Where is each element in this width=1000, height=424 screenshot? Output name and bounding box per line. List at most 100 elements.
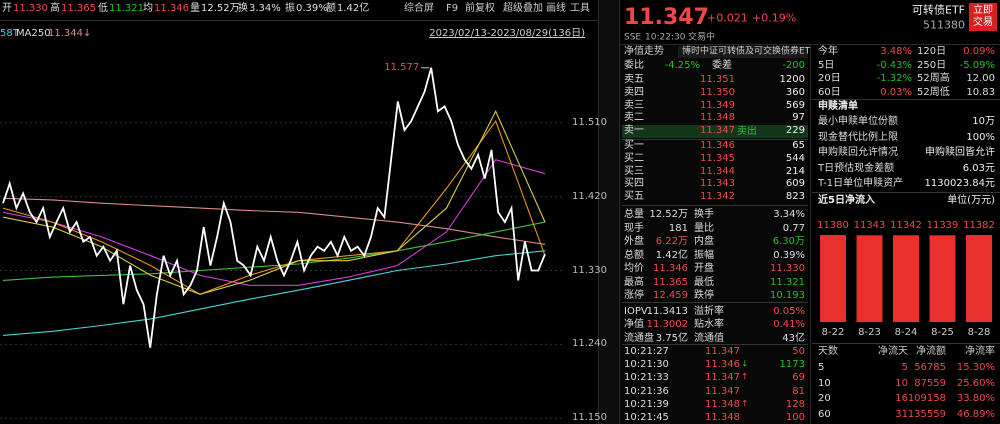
toolbar-button[interactable]: 画线 [546,3,566,14]
stat-label: 总量 [624,209,644,220]
tick-price: 11.347 [705,372,740,384]
level-price: 11.346 [700,140,735,151]
quote-label: 高 [50,3,60,14]
quote-value: 11.365 [61,3,96,14]
table-cell: 56785 [914,362,946,373]
redemption-label: T日预估现金差额 [818,162,895,174]
tick-direction: ↑ [741,399,749,410]
stat-label: 净值 [624,319,644,330]
period-label: 52周低 [917,86,950,98]
quote-label: 低 [98,3,108,14]
trade-button-text[interactable]: 立即 [973,5,993,16]
tab[interactable]: 博时中证可转债及可交换债券ET [682,46,811,57]
quote-value: 11.330 [13,3,48,14]
tick-time: 10:21:33 [624,372,669,384]
level-label: 买四 [624,178,644,190]
security-code: 511380 [923,18,965,32]
stat-label: 溢折率 [694,305,724,317]
toolbar-button[interactable]: 综合屏 [404,3,434,14]
toolbar-button[interactable]: 超级叠加 [503,3,543,14]
exchange: SSE [624,32,642,43]
redemption-value: 6.03元 [962,162,995,174]
redemption-label: 现金替代比例上限 [818,131,898,143]
quote-label: 开 [2,3,12,14]
level-volume: 569 [785,99,805,111]
stat-label: 总额 [624,249,644,261]
side-strip [598,0,620,424]
trade-button-text[interactable]: 交易 [973,17,993,28]
quote-value: 1.42亿 [337,3,370,14]
divider [812,192,1000,193]
period-label: 60日 [818,86,841,98]
period-label: 250日 [917,59,947,71]
quote-label: 振 [285,3,295,14]
stat-value: 6.30万 [772,236,805,247]
stat-value: 11.3413 [646,305,688,317]
redemption-label: 申购赎回允许情况 [818,147,898,158]
tick-price: 11.346 [705,359,740,371]
stat-label: 振幅 [694,249,714,261]
divider [812,343,1000,344]
ma-line [2,250,546,336]
period-label: 今年 [818,46,838,57]
period-return: 12.00 [966,73,995,84]
flow-date: 8-24 [894,327,918,338]
level-volume: 360 [785,86,805,98]
level-price: 11.349 [700,99,735,111]
flow-date: 8-23 [858,327,881,338]
trade-button[interactable] [969,3,997,31]
stat-value: 3.34% [773,209,805,220]
stat-value: 11.3002 [646,319,688,330]
level-volume: 97 [792,112,805,124]
tick-time: 10:21:30 [624,359,669,371]
level-label: 买五 [624,191,644,203]
period-label: 5日 [818,59,835,71]
level-volume: 214 [785,165,805,177]
sell-button[interactable]: 卖出 [737,126,757,137]
tab[interactable]: 净值走势 [624,46,664,57]
price-line [2,67,546,348]
stat-label: 流通值 [694,332,724,344]
level-price: 11.344 [700,165,735,177]
table-cell: 87559 [914,377,946,389]
redemption-value: 申购赎回皆允许 [925,147,995,158]
table-cell: 16 [895,393,908,404]
period-return: 10.83 [966,86,995,98]
toolbar-button[interactable]: 工具 [570,3,590,14]
flow-bar [929,235,956,322]
section-title: 近5日净流入 [818,195,875,206]
level-volume: 823 [785,191,805,203]
price-change: +0.021 [707,11,748,25]
period-return: -5.09% [959,59,995,71]
price-change-pct: +0.19% [752,11,797,25]
level-price: 11.343 [700,178,735,190]
quote-label: 换 [238,3,248,14]
stat-label: 量比 [694,222,714,234]
stat-value: 1.42亿 [655,249,688,261]
flow-date: 8-25 [931,327,954,338]
stat-value: 0.77 [782,222,805,234]
period-label: 20日 [818,73,841,84]
flow-date: 8-28 [967,327,991,338]
level-label: 卖二 [624,112,644,124]
table-cell: 33.80% [956,393,995,404]
level-volume: 1200 [779,74,805,85]
flow-bar [893,235,919,322]
trade-status: 交易中 [688,32,716,43]
divider [622,205,808,206]
level-label: 卖四 [624,86,644,98]
quote-value: 0.39% [296,3,328,14]
table-cell: 15.30% [956,362,995,373]
table-cell: 25.60% [956,377,995,389]
y-tick-label: 11.150 [572,412,607,424]
price-chart [0,67,565,419]
tick-volume: 81 [792,385,805,397]
stat-label: 跌停 [694,290,714,301]
toolbar-button[interactable]: F9 [446,3,459,14]
flow-bar [856,235,883,322]
tick-time: 10:21:39 [624,398,669,410]
stat-value: 0.05% [773,305,805,317]
toolbar-button[interactable]: 前复权 [465,3,495,14]
divider [622,302,808,303]
